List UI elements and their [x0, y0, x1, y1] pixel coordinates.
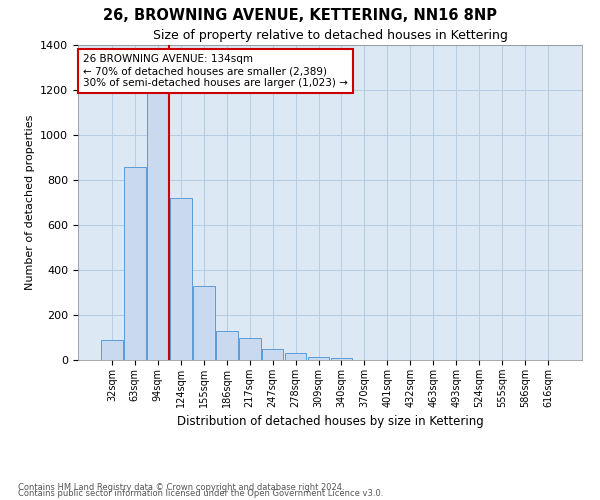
Bar — [124, 166, 146, 360]
Bar — [193, 286, 215, 360]
Bar — [101, 340, 123, 360]
Bar — [216, 331, 238, 360]
Bar — [331, 358, 352, 360]
Title: Size of property relative to detached houses in Kettering: Size of property relative to detached ho… — [152, 30, 508, 43]
Text: 26 BROWNING AVENUE: 134sqm
← 70% of detached houses are smaller (2,389)
30% of s: 26 BROWNING AVENUE: 134sqm ← 70% of deta… — [83, 54, 348, 88]
Y-axis label: Number of detached properties: Number of detached properties — [25, 115, 35, 290]
Bar — [170, 198, 191, 360]
Bar — [308, 356, 329, 360]
Text: Contains HM Land Registry data © Crown copyright and database right 2024.: Contains HM Land Registry data © Crown c… — [18, 484, 344, 492]
Bar — [262, 349, 283, 360]
Text: 26, BROWNING AVENUE, KETTERING, NN16 8NP: 26, BROWNING AVENUE, KETTERING, NN16 8NP — [103, 8, 497, 22]
X-axis label: Distribution of detached houses by size in Kettering: Distribution of detached houses by size … — [176, 416, 484, 428]
Bar — [147, 81, 169, 360]
Bar — [239, 338, 260, 360]
Bar — [284, 353, 307, 360]
Text: Contains public sector information licensed under the Open Government Licence v3: Contains public sector information licen… — [18, 490, 383, 498]
